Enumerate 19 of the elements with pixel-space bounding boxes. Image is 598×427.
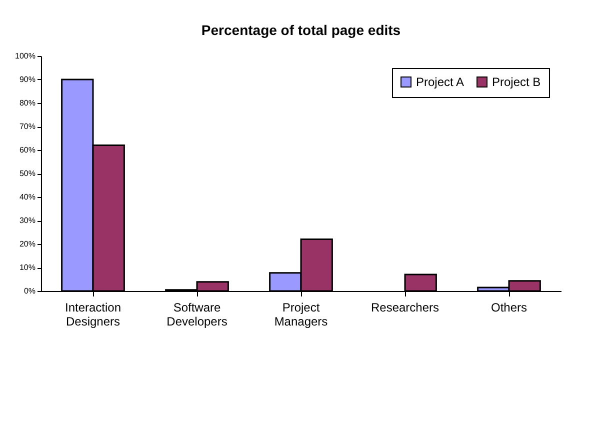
y-tick-label: 20% [19, 240, 36, 248]
y-tick-label: 10% [19, 263, 36, 272]
x-tick-label: Others [490, 300, 528, 314]
y-tick-label: 30% [19, 216, 36, 225]
y-tick-label: 40% [19, 192, 36, 202]
y-tick-label: 70% [19, 122, 36, 131]
y-tick-label: 100% [15, 52, 36, 60]
y-tick-label: 60% [19, 146, 36, 154]
legend-label: Project A [416, 75, 464, 89]
x-tick-label: Interaction Designers [64, 300, 122, 328]
x-tick-label: Researchers [370, 300, 440, 314]
x-tick-label: Project Managers [274, 300, 328, 328]
chart-title: Percentage of total page edits [201, 22, 401, 38]
y-tick-label: 50% [19, 169, 36, 178]
y-tick-label: 90% [19, 75, 36, 84]
x-tick-label: Software Developers [166, 300, 228, 328]
y-tick-label: 0% [24, 286, 36, 296]
legend-label: Project B [492, 75, 541, 89]
y-tick-label: 80% [19, 98, 36, 108]
